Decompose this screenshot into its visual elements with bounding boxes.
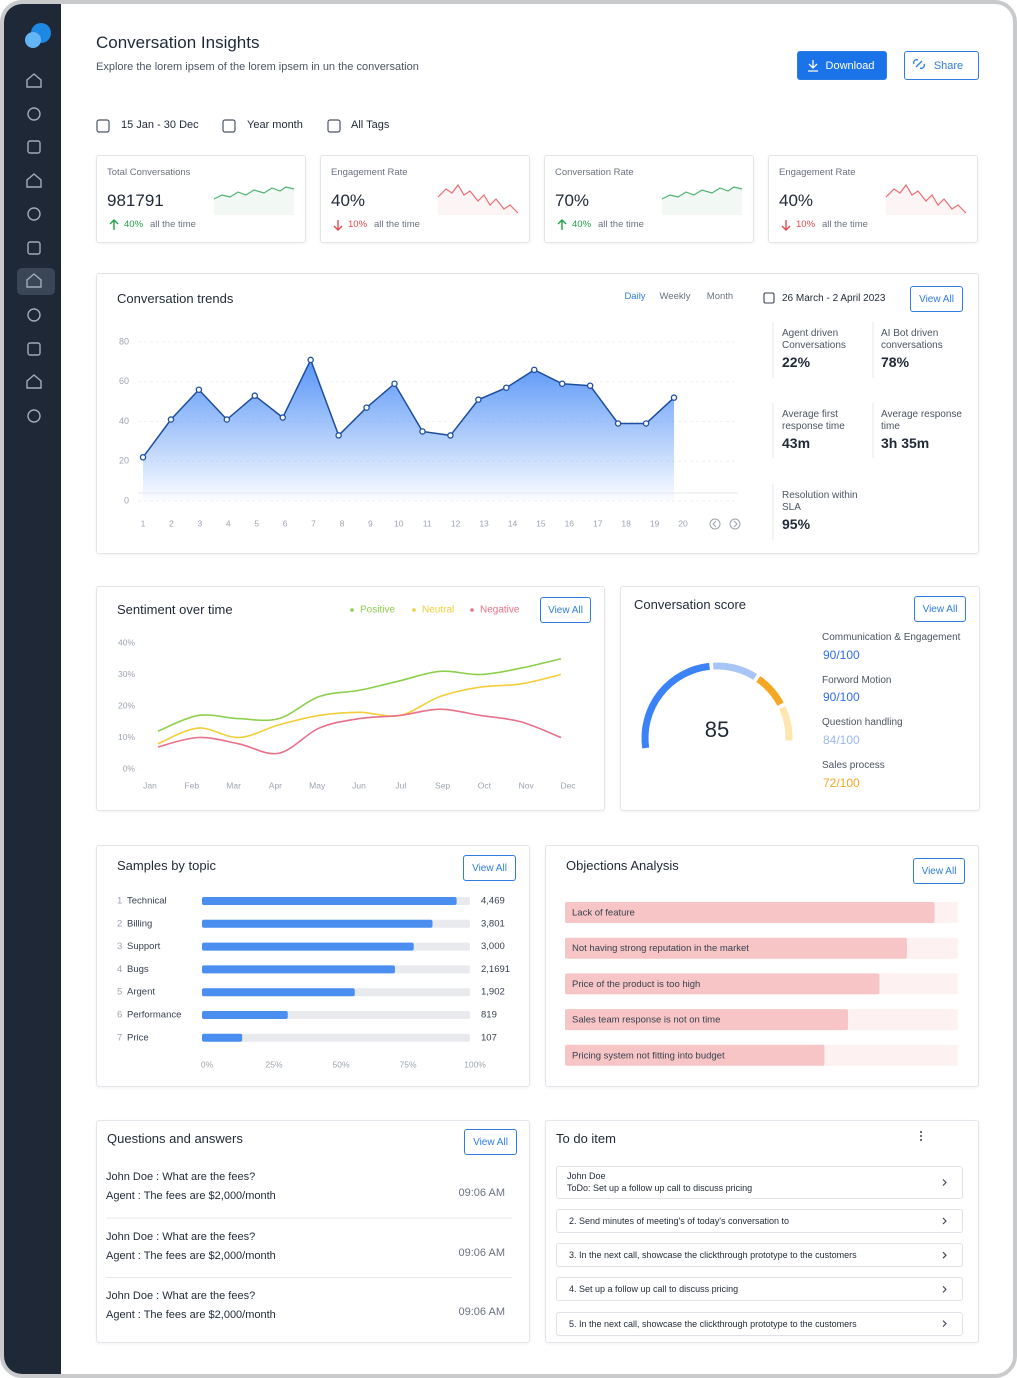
- kpi-value: 70%: [555, 191, 590, 211]
- filter[interactable]: All Tags: [351, 119, 390, 132]
- time: 09:06 AM: [458, 1246, 505, 1259]
- kpi-note: all the time: [374, 219, 420, 231]
- todo-text: 3. In the next call, showcase the clickt…: [569, 1250, 857, 1261]
- tab[interactable]: Daily: [624, 291, 646, 303]
- kpi-note: all the time: [822, 219, 868, 231]
- card-title: Questions and answers: [107, 1130, 243, 1146]
- card-title: Objections Analysis: [566, 857, 679, 873]
- card-title: Conversation trends: [117, 290, 234, 306]
- view-all-button[interactable]: View All: [540, 597, 591, 623]
- sidebar: [4, 4, 61, 1374]
- tab[interactable]: Month: [706, 291, 734, 303]
- kpi-label: Conversation Rate: [555, 167, 634, 179]
- view-all-button[interactable]: View All: [914, 596, 966, 622]
- score-value: 90/100: [823, 690, 860, 705]
- card-title: Conversation score: [634, 596, 746, 612]
- stat-label: AI Bot driven conversations: [881, 328, 943, 351]
- card-title: To do item: [556, 1130, 616, 1146]
- score-value: 90/100: [823, 647, 860, 662]
- kpi-change: 10%: [348, 219, 368, 231]
- page-subtitle: Explore the lorem ipsem of the lorem ips…: [96, 61, 419, 74]
- question: John Doe : What are the fees?: [106, 1171, 256, 1184]
- page-title: Conversation Insights: [96, 33, 260, 53]
- stat-label: Average first response time: [782, 409, 845, 432]
- view-all-button[interactable]: View All: [463, 855, 516, 881]
- score-label: Question handling: [822, 717, 903, 729]
- stat-value: 3h 35m: [881, 435, 930, 451]
- todo-text: 5. In the next call, showcase the clickt…: [569, 1318, 857, 1329]
- kpi-label: Engagement Rate: [779, 167, 856, 179]
- kpi-change: 10%: [796, 219, 816, 231]
- filter[interactable]: Year month: [247, 119, 303, 132]
- kpi-note: all the time: [150, 219, 196, 231]
- kpi-change: 40%: [124, 219, 144, 231]
- stat-value: 43m: [782, 435, 811, 451]
- time: 09:06 AM: [458, 1187, 505, 1200]
- todo-name: John Doe: [567, 1171, 606, 1182]
- kpi-value: 40%: [331, 191, 366, 211]
- stat-label: Resolution within SLA: [782, 490, 858, 513]
- kpi-label: Total Conversations: [107, 167, 191, 179]
- tab[interactable]: Weekly: [659, 291, 691, 303]
- time: 09:06 AM: [458, 1306, 505, 1319]
- score-label: Forword Motion: [822, 674, 892, 686]
- stat-value: 78%: [881, 354, 910, 370]
- answer: Agent : The fees are $2,000/month: [106, 1309, 276, 1322]
- kpi-note: all the time: [598, 219, 644, 231]
- kpi-change: 40%: [572, 219, 592, 231]
- question: John Doe : What are the fees?: [106, 1230, 256, 1243]
- todo-text: ToDo: Set up a follow up call to discuss…: [567, 1183, 753, 1194]
- answer: Agent : The fees are $2,000/month: [106, 1249, 276, 1262]
- filter[interactable]: 15 Jan - 30 Dec: [121, 119, 199, 132]
- todo-item[interactable]: [556, 1243, 963, 1268]
- card-title: Samples by topic: [117, 857, 216, 873]
- kpi-label: Engagement Rate: [331, 167, 408, 179]
- todo-text: 2. Send minutes of meeting's of today's …: [569, 1215, 790, 1226]
- question: John Doe : What are the fees?: [106, 1290, 256, 1303]
- date-range: 26 March - 2 April 2023: [782, 292, 886, 304]
- stat-value: 22%: [782, 354, 811, 370]
- kpi-value: 981791: [107, 191, 164, 211]
- view-all-button[interactable]: View All: [464, 1129, 517, 1155]
- samples-card: [96, 845, 530, 1087]
- stat-label: Average response time: [881, 409, 962, 432]
- score-value: 72/100: [823, 775, 860, 790]
- download-button[interactable]: Download: [797, 51, 887, 80]
- todo-card: [545, 1120, 979, 1343]
- todo-text: 4. Set up a follow up call to discuss pr…: [569, 1284, 739, 1295]
- share-button[interactable]: Share: [904, 51, 979, 80]
- kpi-value: 40%: [779, 191, 814, 211]
- todo-item[interactable]: [556, 1166, 963, 1199]
- todo-item[interactable]: [556, 1277, 963, 1302]
- card-title: Sentiment over time: [117, 601, 233, 617]
- score-label: Communication & Engagement: [822, 631, 961, 643]
- todo-item[interactable]: [556, 1311, 963, 1336]
- todo-item[interactable]: [556, 1209, 963, 1233]
- stat-label: Agent driven Conversations: [782, 328, 846, 351]
- view-all-button[interactable]: View All: [910, 286, 963, 312]
- answer: Agent : The fees are $2,000/month: [106, 1190, 276, 1203]
- qa-card: [96, 1120, 530, 1343]
- stat-value: 95%: [782, 516, 811, 532]
- view-all-button[interactable]: View All: [913, 858, 965, 884]
- sentiment-card: [96, 586, 605, 811]
- score-label: Sales process: [822, 759, 885, 771]
- score-value: 84/100: [823, 732, 860, 747]
